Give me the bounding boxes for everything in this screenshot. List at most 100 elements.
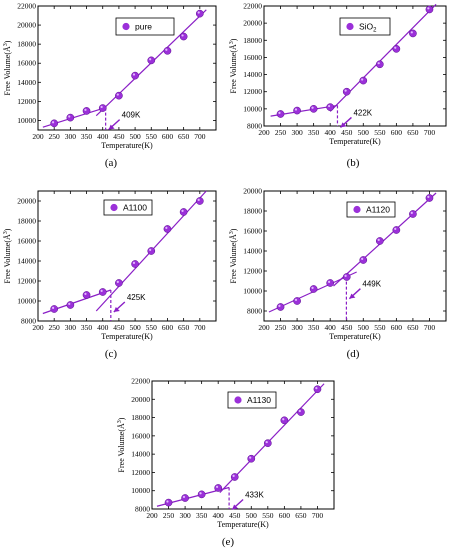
data-point: [280, 416, 289, 425]
y-tick-label: 22000: [17, 2, 36, 11]
data-point: [342, 87, 351, 96]
data-point-highlight: [410, 31, 413, 34]
data-point-highlight: [311, 286, 314, 289]
data-point-highlight: [394, 46, 397, 49]
data-point-highlight: [327, 104, 331, 108]
data-point: [293, 297, 301, 305]
x-tick-label: 350: [81, 132, 93, 141]
legend-label: A1120: [366, 205, 390, 215]
x-tick-label: 250: [275, 128, 287, 137]
data-point-highlight: [249, 456, 252, 459]
data-point-highlight: [100, 105, 103, 109]
plot-frame: [37, 5, 217, 131]
x-tick-label: 350: [308, 128, 320, 137]
data-point-highlight: [232, 474, 235, 477]
data-point: [359, 256, 368, 264]
data-point: [50, 119, 59, 128]
data-point: [115, 279, 123, 287]
x-tick-label: 500: [358, 323, 370, 332]
data-point: [163, 46, 172, 55]
data-point: [375, 60, 384, 69]
panel-label: (c): [105, 348, 118, 360]
data-point: [195, 197, 204, 205]
data-point: [82, 107, 91, 115]
x-tick-label: 450: [113, 323, 125, 332]
y-tick-label: 20000: [243, 19, 262, 28]
y-tick-label: 20000: [17, 197, 36, 206]
x-tick-label: 550: [262, 511, 274, 520]
y-tick-label: 12000: [17, 277, 36, 286]
x-axis-label: Temperature(K): [329, 137, 381, 146]
x-tick-label: 300: [291, 323, 303, 332]
data-point: [425, 5, 434, 14]
data-point: [66, 301, 75, 309]
data-point: [293, 106, 301, 115]
y-tick-label: 10000: [17, 116, 36, 125]
data-point-highlight: [427, 7, 430, 10]
chart-panel-3: 200 250 300 350 400 450 500 550 600 650 700 8000 100…: [3, 190, 217, 360]
x-tick-label: 450: [113, 132, 125, 141]
data-point: [163, 225, 172, 233]
data-point-highlight: [181, 209, 184, 212]
x-tick-label: 600: [279, 511, 291, 520]
plot-frame: [263, 190, 447, 322]
data-point: [195, 9, 204, 18]
panel-label: (e): [222, 536, 235, 548]
x-axis-label: Temperature(K): [329, 332, 381, 341]
data-point-highlight: [68, 302, 71, 305]
legend-box: [339, 17, 391, 36]
data-point-highlight: [361, 78, 364, 81]
y-tick-label: 10000: [17, 297, 36, 306]
x-tick-label: 400: [97, 323, 109, 332]
x-tick-label: 350: [308, 323, 320, 332]
panel-label: (d): [347, 348, 360, 360]
x-tick-label: 550: [374, 128, 386, 137]
y-axis-label: Free Volume(Å3): [117, 417, 126, 472]
data-point-highlight: [165, 226, 168, 229]
plot-frame: [263, 5, 447, 127]
data-point: [247, 454, 256, 463]
data-point-highlight: [410, 211, 413, 214]
data-point-highlight: [377, 238, 380, 241]
x-tick-label: 200: [32, 132, 44, 141]
transition-label: 422K: [353, 108, 372, 117]
data-point: [392, 45, 401, 53]
y-tick-label: 8000: [247, 307, 262, 316]
data-point-highlight: [327, 280, 331, 283]
x-tick-label: 700: [194, 323, 206, 332]
data-point-highlight: [344, 274, 347, 277]
plot-frame: [151, 380, 335, 510]
legend-label: pure: [135, 22, 152, 32]
y-axis-label: Free Volume(Å3): [3, 228, 12, 283]
x-axis-label: Temperature(K): [101, 332, 153, 341]
x-tick-label: 200: [32, 323, 44, 332]
data-point-highlight: [265, 440, 268, 444]
x-tick-label: 500: [129, 132, 141, 141]
chart-panel-5: 200 250 300 350 400 450 500 550 600 650 700 8000 100…: [117, 377, 335, 548]
arrow-head: [349, 293, 356, 299]
y-tick-label: 16000: [131, 431, 150, 440]
x-tick-label: 350: [196, 511, 208, 520]
x-tick-label: 600: [162, 323, 174, 332]
y-tick-label: 8000: [135, 505, 150, 514]
y-axis-label: Free Volume(Å3): [229, 38, 238, 93]
data-point: [131, 260, 139, 268]
y-tick-label: 10000: [131, 486, 150, 495]
y-tick-label: 8000: [247, 122, 262, 131]
data-point-highlight: [197, 11, 200, 14]
data-point-highlight: [344, 89, 347, 92]
x-tick-label: 700: [312, 511, 324, 520]
data-point-highlight: [278, 304, 281, 307]
x-tick-label: 500: [129, 323, 141, 332]
x-tick-label: 500: [358, 128, 370, 137]
x-tick-label: 300: [65, 132, 77, 141]
data-point: [276, 110, 285, 118]
data-point: [326, 279, 335, 287]
data-point: [309, 285, 318, 293]
legend-box: [115, 17, 175, 36]
x-tick-label: 250: [275, 323, 287, 332]
y-tick-label: 18000: [17, 217, 36, 226]
x-tick-label: 600: [391, 323, 403, 332]
transition-label: 409K: [122, 111, 141, 120]
y-tick-label: 14000: [131, 450, 150, 459]
